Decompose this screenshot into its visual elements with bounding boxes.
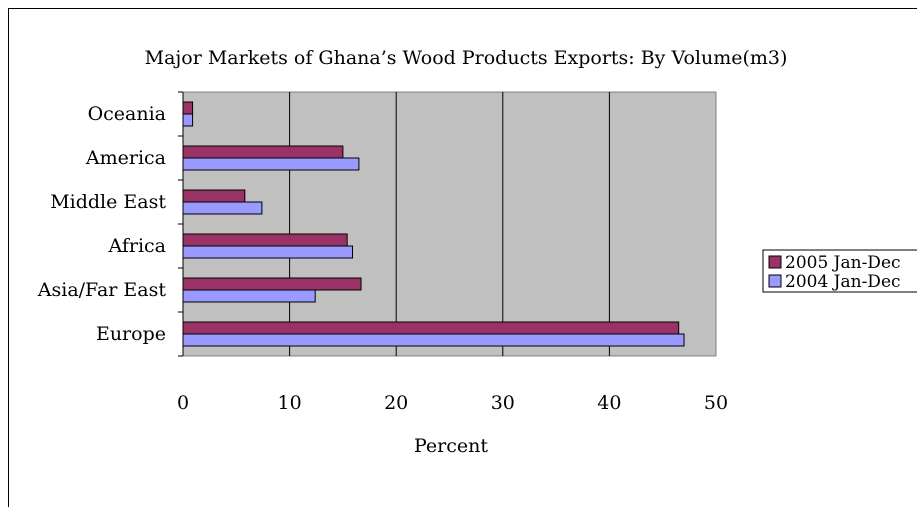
x-tick-label: 20 <box>384 392 408 414</box>
bar-2004-america <box>182 157 360 171</box>
y-category-label: Oceania <box>88 103 166 125</box>
y-category-label: America <box>85 147 166 169</box>
bar-2004-europe <box>182 333 685 347</box>
bar-2005-middle-east <box>182 189 246 203</box>
bar-2005-america <box>182 145 344 159</box>
bar-2005-asia-far-east <box>182 277 362 291</box>
legend-label-2005: 2005 Jan-Dec <box>785 253 901 273</box>
y-axis-labels: Oceania America Middle East Africa Asia/Far … <box>37 103 167 345</box>
bar-2004-oceania <box>182 113 194 127</box>
bar-2004-middle-east <box>182 201 263 215</box>
gridlines <box>289 92 610 356</box>
plot-area <box>182 91 717 357</box>
y-category-label: Europe <box>96 323 166 345</box>
bar-2005-oceania <box>182 101 194 115</box>
y-category-label: Middle East <box>50 191 166 213</box>
x-tick-label: 0 <box>177 392 189 414</box>
y-category-label: Africa <box>107 235 166 257</box>
bar-2005-europe <box>182 321 680 335</box>
x-tick-label: 50 <box>704 392 728 414</box>
chart-title: Major Markets of Ghana’s Wood Products E… <box>145 47 788 69</box>
x-tick-label: 30 <box>491 392 515 414</box>
legend-swatch-2004 <box>768 274 782 288</box>
y-category-label: Asia/Far East <box>37 279 167 301</box>
bar-2004-africa <box>182 245 353 259</box>
legend: 2005 Jan-Dec 2004 Jan-Dec <box>762 249 917 293</box>
x-axis-title: Percent <box>414 435 488 457</box>
legend-box <box>762 249 917 293</box>
bars <box>182 101 685 347</box>
x-axis-labels: 0 10 20 30 40 50 <box>177 392 728 414</box>
bar-2005-africa <box>182 233 348 247</box>
x-tick-label: 40 <box>597 392 621 414</box>
legend-label-2004: 2004 Jan-Dec <box>785 272 901 292</box>
legend-swatch-2005 <box>768 255 782 269</box>
y-axis-ticks <box>178 91 183 357</box>
bar-2004-asia-far-east <box>182 289 316 303</box>
x-tick-label: 10 <box>278 392 302 414</box>
